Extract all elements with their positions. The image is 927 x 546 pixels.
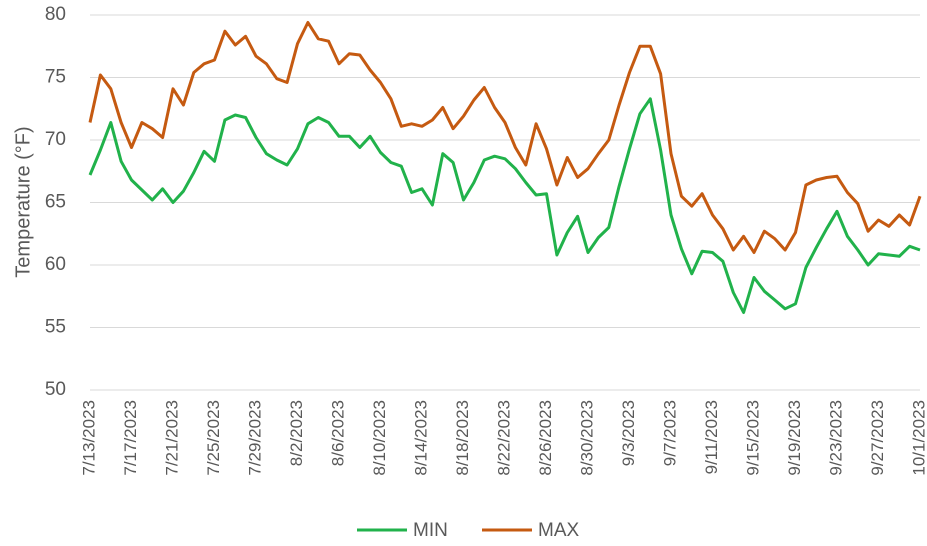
y-tick-label: 80 xyxy=(45,4,66,25)
x-tick-label: 10/1/2023 xyxy=(909,400,927,476)
x-tick-label: 7/13/2023 xyxy=(79,400,98,476)
x-tick-label: 7/29/2023 xyxy=(245,400,264,476)
x-tick-label: 7/25/2023 xyxy=(204,400,223,476)
x-tick-label: 8/22/2023 xyxy=(494,400,513,476)
x-tick-label: 9/15/2023 xyxy=(743,400,762,476)
x-tick-label: 8/26/2023 xyxy=(536,400,555,476)
x-tick-label: 8/30/2023 xyxy=(577,400,596,476)
x-tick-label: 9/7/2023 xyxy=(660,400,679,466)
series-line xyxy=(88,97,921,314)
y-tick-label: 50 xyxy=(45,379,66,400)
y-tick-label: 60 xyxy=(45,254,66,275)
y-tick-label: 65 xyxy=(45,192,66,213)
x-tick-label: 8/14/2023 xyxy=(411,400,430,476)
y-tick-label: 55 xyxy=(45,317,66,338)
x-tick-label: 9/11/2023 xyxy=(702,400,721,474)
y-axis-title: Temperature (°F) xyxy=(12,126,34,277)
y-tick-label: 75 xyxy=(45,67,66,88)
x-tick-label: 8/6/2023 xyxy=(328,400,347,466)
legend-label: MIN xyxy=(413,520,448,541)
x-tick-label: 9/3/2023 xyxy=(619,400,638,466)
x-tick-label: 8/2/2023 xyxy=(287,400,306,466)
x-tick-label: 9/27/2023 xyxy=(868,400,887,476)
x-tick-label: 8/18/2023 xyxy=(453,400,472,476)
legend-label: MAX xyxy=(538,520,580,541)
x-tick-label: 7/17/2023 xyxy=(121,400,140,476)
x-tick-label: 9/19/2023 xyxy=(785,400,804,476)
x-tick-label: 9/23/2023 xyxy=(826,400,845,476)
series-line xyxy=(88,21,922,254)
x-tick-label: 8/10/2023 xyxy=(370,400,389,476)
x-tick-label: 7/21/2023 xyxy=(162,400,181,476)
y-tick-label: 70 xyxy=(45,129,66,150)
